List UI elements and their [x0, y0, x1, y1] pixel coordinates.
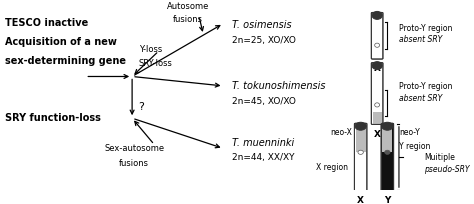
Ellipse shape — [382, 122, 393, 130]
Text: Sex-autosome: Sex-autosome — [104, 144, 164, 153]
Text: neo-X: neo-X — [331, 128, 353, 137]
Text: X region: X region — [316, 163, 348, 172]
Ellipse shape — [358, 150, 364, 154]
Bar — [373, 112, 382, 124]
FancyBboxPatch shape — [381, 123, 393, 191]
Text: X: X — [374, 64, 381, 73]
Text: X: X — [374, 130, 381, 139]
Text: fusions: fusions — [173, 15, 203, 24]
Text: absent SRY: absent SRY — [400, 94, 443, 103]
Text: pseudo-SRY: pseudo-SRY — [424, 165, 469, 174]
Text: T. osimensis: T. osimensis — [232, 20, 292, 30]
FancyBboxPatch shape — [371, 63, 383, 124]
Text: X: X — [357, 196, 364, 204]
Text: ?: ? — [138, 102, 144, 112]
Text: Proto-Y region: Proto-Y region — [400, 24, 453, 33]
Ellipse shape — [372, 11, 382, 19]
Text: neo-Y: neo-Y — [400, 128, 420, 137]
Ellipse shape — [372, 62, 382, 70]
Bar — [383, 124, 392, 152]
Text: fusions: fusions — [119, 159, 149, 168]
Ellipse shape — [374, 43, 380, 47]
Bar — [356, 124, 365, 152]
Text: SRY function-loss: SRY function-loss — [5, 113, 101, 123]
Ellipse shape — [374, 103, 380, 107]
Text: Y: Y — [384, 196, 391, 204]
Text: 2n=45, XO/XO: 2n=45, XO/XO — [232, 97, 296, 106]
Text: TESCO inactive: TESCO inactive — [5, 18, 88, 28]
Text: 2n=25, XO/XO: 2n=25, XO/XO — [232, 36, 296, 45]
Ellipse shape — [355, 122, 366, 130]
FancyBboxPatch shape — [371, 12, 383, 59]
FancyBboxPatch shape — [355, 123, 367, 191]
Text: T. muenninki: T. muenninki — [232, 138, 295, 148]
Text: Acquisition of a new: Acquisition of a new — [5, 37, 117, 47]
Text: Autosome: Autosome — [166, 2, 209, 11]
Text: SRY-loss: SRY-loss — [139, 59, 173, 68]
Text: sex-determining gene: sex-determining gene — [5, 56, 126, 66]
Text: Y region: Y region — [400, 142, 431, 151]
Ellipse shape — [385, 150, 390, 154]
Text: Proto-Y region: Proto-Y region — [400, 82, 453, 91]
Text: Y-loss: Y-loss — [139, 45, 162, 54]
Text: Muitiple: Muitiple — [424, 153, 455, 162]
Text: 2n=44, XX/XY: 2n=44, XX/XY — [232, 153, 295, 162]
Text: absent SRY: absent SRY — [400, 35, 443, 44]
Text: T. tokunoshimensis: T. tokunoshimensis — [232, 81, 326, 91]
